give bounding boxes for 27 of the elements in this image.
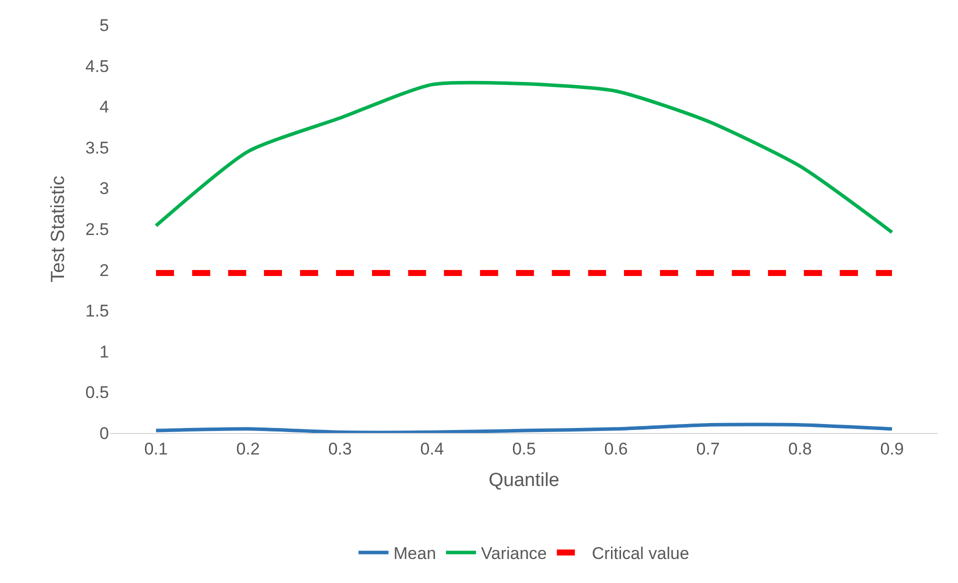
x-tick-label: 0.8: [788, 439, 812, 458]
y-tick-label: 3: [100, 179, 109, 198]
y-tick-label: 2.5: [85, 220, 109, 239]
line-series: [154, 80, 894, 234]
x-tick-label: 0.5: [512, 439, 536, 458]
y-tick-label: 0.5: [85, 383, 109, 402]
y-axis-title: Test Statistic: [48, 176, 70, 282]
y-tick-label: 4: [100, 98, 109, 117]
line-series: [154, 422, 894, 433]
x-tick-label: 0.1: [144, 439, 168, 458]
y-tick-label: 2: [100, 260, 109, 280]
x-tick-label: 0.3: [328, 439, 352, 458]
x-tick-label: 0.4: [420, 439, 444, 458]
x-tick-label: 0.2: [236, 439, 260, 458]
y-tick-label: 5: [100, 16, 109, 35]
x-axis-title: Quantile: [488, 470, 560, 492]
y-tick-label: 1: [100, 342, 109, 362]
legend-label: Variance: [481, 544, 547, 564]
legend-label: Critical value: [592, 544, 690, 564]
y-tick-label: 4.5: [85, 56, 109, 76]
y-tick-label: 0: [100, 424, 109, 443]
x-tick-label: 0.7: [696, 439, 720, 458]
y-tick-label: 3.5: [85, 138, 109, 158]
x-tick-label: 0.6: [604, 439, 628, 458]
legend-label: Mean: [394, 544, 436, 564]
y-tick-label: 1.5: [85, 302, 109, 321]
x-tick-label: 0.9: [880, 439, 904, 458]
